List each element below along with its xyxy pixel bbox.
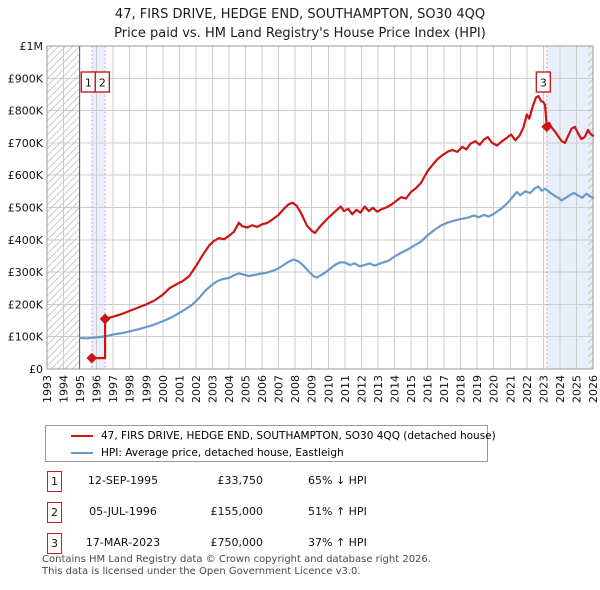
hpi-series-line bbox=[78, 185, 595, 340]
transaction-1-hpi-delta: 65% ↓ HPI bbox=[308, 474, 367, 487]
y-axis-label: £800K bbox=[8, 105, 44, 118]
x-axis-label: 2015 bbox=[405, 375, 418, 403]
transaction-label-box bbox=[535, 71, 552, 93]
price-paid-series-line bbox=[90, 94, 595, 360]
transaction-2-date: 05-JUL-1996 bbox=[89, 505, 157, 518]
x-axis-label: 2021 bbox=[504, 375, 517, 403]
y-axis-label: £200K bbox=[8, 298, 44, 311]
x-axis-label: 1998 bbox=[124, 375, 137, 403]
licence-footer: Contains HM Land Registry data © Crown c… bbox=[42, 554, 431, 577]
legend-item-price-paid: 47, FIRS DRIVE, HEDGE END, SOUTHAMPTON, … bbox=[46, 427, 496, 444]
x-axis-label: 2008 bbox=[289, 375, 302, 403]
y-axis-label: £500K bbox=[8, 202, 44, 215]
chart-legend: 47, FIRS DRIVE, HEDGE END, SOUTHAMPTON, … bbox=[45, 425, 496, 462]
transaction-2-hpi-delta: 51% ↑ HPI bbox=[308, 505, 367, 518]
transaction-2-price: £155,000 bbox=[210, 505, 264, 518]
x-axis-label: 2023 bbox=[537, 375, 550, 403]
transaction-label-number: 2 bbox=[99, 77, 106, 90]
no-data-hatch bbox=[588, 46, 593, 369]
sale-marker-diamond bbox=[99, 313, 111, 325]
x-axis-label: 2016 bbox=[422, 375, 435, 403]
transaction-1-price: £33,750 bbox=[217, 474, 264, 487]
footer-line-1: Contains HM Land Registry data © Crown c… bbox=[42, 554, 431, 565]
transaction-3-price: £750,000 bbox=[210, 536, 264, 549]
price-history-chart: 1 2 3 £0 £100K £200K £300K £400K £500K £600K £700K… bbox=[8, 40, 600, 403]
x-axis-label: 2022 bbox=[521, 375, 534, 403]
x-axis-label: 1996 bbox=[91, 375, 104, 403]
no-data-hatch bbox=[47, 46, 80, 369]
transaction-row-2: 2 05-JUL-1996 £155,000 51% ↑ HPI bbox=[0, 502, 600, 524]
x-axis-label: 2002 bbox=[190, 375, 203, 403]
x-axis-label: 2001 bbox=[173, 375, 186, 403]
x-axis-label: 1995 bbox=[74, 375, 87, 403]
x-axis-label: 2014 bbox=[388, 375, 401, 403]
y-axis-label: £600K bbox=[8, 169, 44, 182]
y-axis-label: £400K bbox=[8, 234, 44, 247]
transaction-row-1: 1 12-SEP-1995 £33,750 65% ↓ HPI bbox=[0, 471, 600, 493]
plot-border bbox=[46, 45, 594, 370]
legend-label-price-paid: 47, FIRS DRIVE, HEDGE END, SOUTHAMPTON, … bbox=[101, 429, 496, 442]
x-axis-label: 2019 bbox=[471, 375, 484, 403]
x-axis-label: 2012 bbox=[355, 375, 368, 403]
x-axis-label: 2013 bbox=[372, 375, 385, 403]
page-subtitle: Price paid vs. HM Land Registry's House … bbox=[114, 26, 486, 41]
transaction-3-hpi-delta: 37% ↑ HPI bbox=[308, 536, 367, 549]
transaction-1-date: 12-SEP-1995 bbox=[87, 474, 159, 487]
y-axis-label: £700K bbox=[8, 137, 44, 150]
x-axis-label: 2004 bbox=[223, 375, 236, 403]
transaction-2-badge: 2 bbox=[47, 502, 62, 523]
x-axis-label: 1997 bbox=[107, 375, 120, 403]
x-axis-label: 1993 bbox=[41, 375, 54, 403]
x-axis-label: 2000 bbox=[157, 375, 170, 403]
x-axis-label: 2007 bbox=[273, 375, 286, 403]
x-axis-label: 2010 bbox=[322, 375, 335, 403]
footer-line-2: This data is licensed under the Open Gov… bbox=[42, 565, 361, 577]
transaction-label-number: 3 bbox=[540, 77, 547, 90]
x-axis-label: 2025 bbox=[570, 375, 583, 403]
x-axis-label: 2017 bbox=[438, 375, 451, 403]
legend-label-hpi: HPI: Average price, detached house, East… bbox=[101, 446, 344, 459]
transaction-label-number: 1 bbox=[85, 77, 92, 90]
x-axis-label: 1994 bbox=[58, 375, 71, 403]
sale-marker-diamond bbox=[541, 121, 553, 133]
x-axis-label: 2005 bbox=[240, 375, 253, 403]
x-axis-label: 2011 bbox=[339, 375, 352, 403]
page-title: 47, FIRS DRIVE, HEDGE END, SOUTHAMPTON, … bbox=[114, 7, 486, 22]
transaction-row-3: 3 17-MAR-2023 £750,000 37% ↑ HPI bbox=[0, 533, 600, 555]
price-paid-line-swatch bbox=[71, 434, 93, 437]
y-axis-label: £0 bbox=[29, 363, 43, 376]
y-axis-label: £900K bbox=[8, 72, 44, 85]
x-axis-label: 2009 bbox=[306, 375, 319, 403]
transaction-1-badge: 1 bbox=[47, 471, 62, 492]
transaction-label-box bbox=[94, 71, 111, 93]
chart-header: 47, FIRS DRIVE, HEDGE END, SOUTHAMPTON, … bbox=[0, 5, 600, 43]
transaction-3-badge: 3 bbox=[47, 533, 62, 554]
x-axis-label: 2024 bbox=[554, 375, 567, 403]
x-axis-label: 1999 bbox=[140, 375, 153, 403]
x-axis-label: 2003 bbox=[206, 375, 219, 403]
x-axis-label: 2026 bbox=[587, 375, 600, 403]
y-axis-label: £1M bbox=[20, 40, 44, 53]
legend-item-hpi: HPI: Average price, detached house, East… bbox=[46, 444, 487, 461]
y-axis-label: £300K bbox=[8, 266, 44, 279]
sale-marker-diamond bbox=[86, 352, 98, 364]
hpi-line-swatch bbox=[71, 451, 93, 454]
x-axis-label: 2006 bbox=[256, 375, 269, 403]
transaction-3-date: 17-MAR-2023 bbox=[85, 536, 161, 549]
y-axis-label: £100K bbox=[8, 331, 44, 344]
x-axis-label: 2020 bbox=[488, 375, 501, 403]
x-axis-label: 2018 bbox=[455, 375, 468, 403]
